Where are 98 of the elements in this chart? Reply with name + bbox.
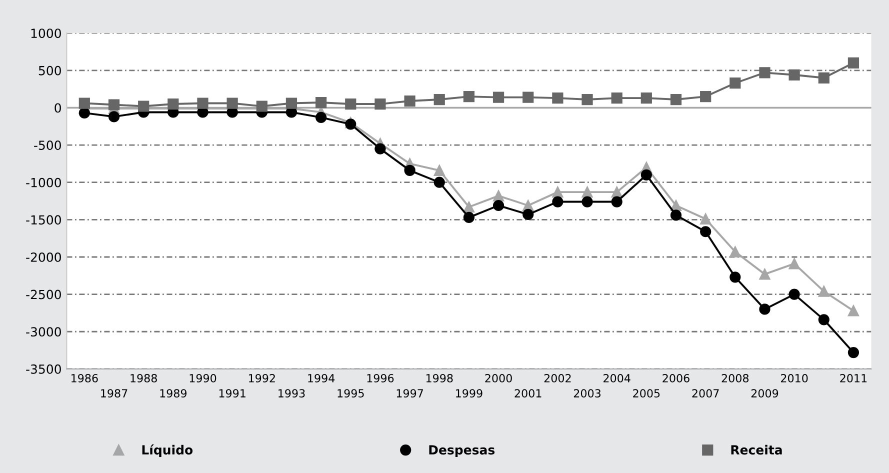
point [611, 196, 622, 208]
point [492, 190, 504, 202]
point [730, 78, 741, 89]
legend-label: Despesas [429, 445, 495, 458]
legend-label: Líquido [142, 444, 193, 458]
point [226, 98, 238, 109]
x-tick-label: 1995 [338, 389, 364, 398]
x-tick-label: 2006 [662, 374, 690, 382]
point [522, 208, 534, 220]
point [730, 272, 741, 283]
x-tick-label: 2004 [604, 374, 630, 382]
point [818, 314, 830, 326]
y-tick-label: -2500 [26, 290, 61, 300]
legend-label: Receita [731, 444, 782, 455]
point [640, 169, 652, 180]
point [492, 92, 504, 103]
point [552, 92, 564, 104]
point [374, 98, 386, 110]
x-tick-label: 1996 [367, 374, 394, 382]
x-tick-label: 1999 [456, 389, 482, 398]
x-tick-label: 2010 [780, 374, 808, 382]
point [759, 304, 770, 315]
point [670, 94, 682, 106]
y-tick-label: 1000 [31, 28, 61, 38]
point [374, 143, 386, 154]
point [552, 186, 564, 198]
x-tick-label: 1990 [190, 374, 216, 382]
x-tick-label: 1991 [219, 389, 246, 398]
x-tick-label: 1993 [278, 389, 305, 398]
y-tick-label: -500 [34, 140, 61, 150]
x-tick-label: 1998 [426, 374, 453, 382]
x-tick-label: 2008 [722, 374, 749, 382]
point [463, 212, 475, 223]
point [434, 176, 445, 188]
point [818, 286, 830, 297]
point [788, 69, 800, 80]
x-tick-label: 2002 [544, 374, 571, 382]
point [434, 164, 445, 176]
point [286, 98, 298, 109]
point [108, 99, 120, 110]
point [78, 98, 90, 109]
point [552, 196, 564, 208]
point [848, 305, 860, 316]
point [492, 200, 504, 212]
y-tick-label: -3500 [26, 364, 61, 374]
x-tick-label: 1986 [72, 374, 98, 382]
point [404, 164, 416, 176]
x-tick-label: 1997 [396, 389, 423, 398]
point [78, 107, 90, 119]
point [582, 186, 593, 198]
point [197, 98, 208, 109]
point [818, 72, 830, 84]
point [138, 100, 150, 112]
point [404, 95, 416, 107]
point [670, 210, 682, 221]
x-tick-label: 2009 [751, 389, 778, 398]
point [640, 92, 652, 104]
x-tick-label: 1988 [130, 374, 157, 382]
point [522, 92, 534, 103]
x-tick-label: 2011 [840, 374, 867, 382]
point [463, 201, 475, 213]
point [611, 92, 622, 104]
point [788, 288, 800, 300]
y-tick-label: -2000 [26, 252, 61, 262]
point [108, 111, 120, 122]
x-tick-label: 1987 [101, 389, 128, 398]
point [848, 346, 860, 358]
y-tick-label: -3000 [26, 327, 61, 337]
point [700, 226, 712, 238]
point [582, 196, 593, 208]
y-tick-label: 500 [38, 66, 61, 76]
point [315, 96, 327, 108]
y-tick-label: -1000 [26, 178, 61, 188]
point [759, 67, 770, 78]
x-tick-label: 1994 [308, 374, 335, 382]
x-tick-label: 1992 [248, 374, 275, 382]
point [700, 90, 712, 102]
point [345, 118, 356, 130]
point [582, 94, 593, 106]
x-tick-label: 2005 [633, 389, 660, 398]
point [730, 246, 741, 258]
x-tick-label: 1989 [160, 389, 187, 398]
point [848, 57, 860, 69]
point [463, 90, 475, 102]
x-tick-label: 2000 [485, 374, 512, 382]
x-tick-label: 2003 [574, 389, 601, 398]
x-tick-label: 2007 [692, 389, 719, 398]
point [434, 94, 445, 106]
y-tick-label: 0 [54, 103, 61, 113]
point [256, 100, 268, 112]
point [759, 268, 770, 280]
point [168, 98, 179, 110]
point [315, 112, 327, 123]
point [700, 213, 712, 224]
x-tick-label: 2001 [514, 389, 542, 398]
y-tick-label: -1500 [26, 215, 61, 225]
point [345, 98, 356, 110]
point [788, 258, 800, 270]
